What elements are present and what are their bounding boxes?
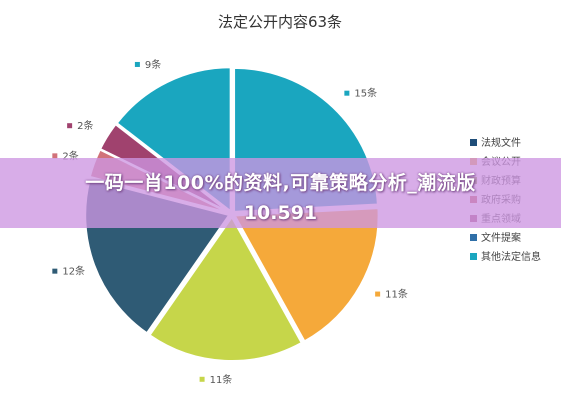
slice-label-2: 11条: [210, 373, 233, 386]
legend-swatch-6: [470, 253, 477, 260]
legend-swatch-5: [470, 234, 477, 241]
slice-label-5: 2条: [77, 119, 93, 132]
legend-label-0: 法规文件: [481, 136, 521, 149]
slice-label-0: 15条: [354, 87, 377, 100]
slice-label-marker-6: [134, 61, 140, 67]
legend-swatch-0: [470, 139, 477, 146]
overlay-title: 一码一肖100%的资料,可靠策略分析_潮流版: [85, 172, 476, 194]
legend-label-6: 其他法定信息: [481, 250, 541, 263]
slice-label-marker-4: [52, 153, 58, 159]
slice-label-3: 12条: [62, 265, 85, 278]
slice-label-marker-0: [344, 90, 350, 96]
slice-label-marker-2: [199, 376, 205, 382]
slice-label-marker-5: [67, 123, 73, 129]
legend-label-5: 文件提案: [481, 231, 521, 244]
overlay-banner: [0, 158, 561, 228]
pie-slice-2: [148, 215, 304, 362]
slice-label-marker-3: [52, 268, 58, 274]
chart-title: 法定公开内容63条: [218, 13, 342, 31]
overlay-subtitle: 10.591: [243, 202, 318, 224]
slice-label-1: 11条: [385, 288, 408, 301]
slice-label-6: 9条: [145, 58, 161, 71]
slice-label-marker-1: [375, 291, 381, 297]
